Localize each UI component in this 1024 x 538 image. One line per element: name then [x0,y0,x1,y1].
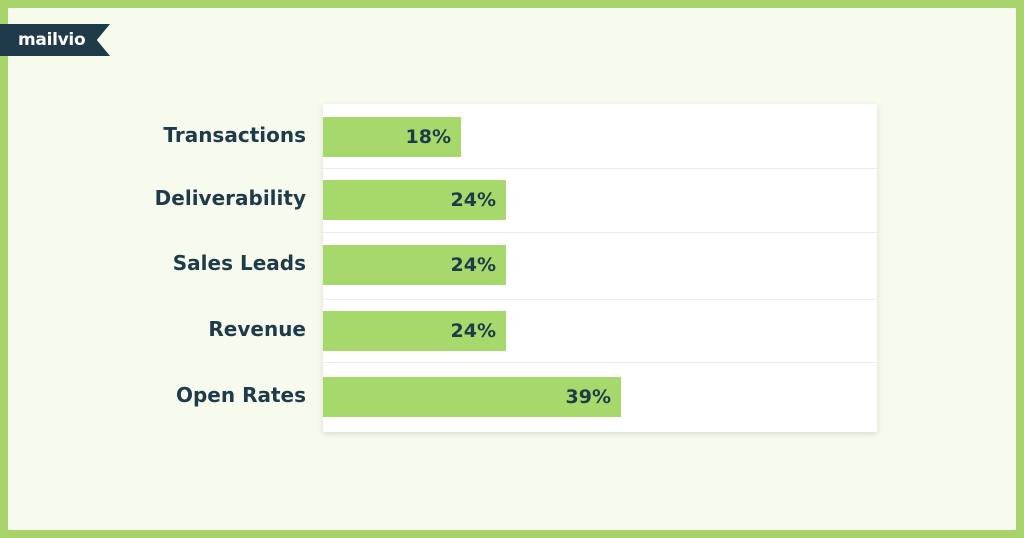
row-divider [323,232,877,233]
bar: 39% [323,377,621,417]
bar: 24% [323,311,506,351]
row-divider [323,168,877,169]
brand-logo-text: mailvio [18,30,86,50]
brand-logo: mailvio [0,24,110,56]
category-label: Transactions [163,123,306,147]
category-label: Sales Leads [172,251,306,275]
category-label: Open Rates [175,383,306,407]
bar-value-label: 24% [450,320,496,342]
bar: 24% [323,180,506,220]
bar-value-label: 18% [405,126,451,148]
bar-value-label: 24% [450,254,496,276]
category-label: Deliverability [154,186,306,210]
row-divider [323,299,877,300]
bar: 18% [323,117,461,157]
row-divider [323,362,877,363]
bar-value-label: 24% [450,189,496,211]
bar-value-label: 39% [565,386,611,408]
bar: 24% [323,245,506,285]
category-label: Revenue [208,317,306,341]
